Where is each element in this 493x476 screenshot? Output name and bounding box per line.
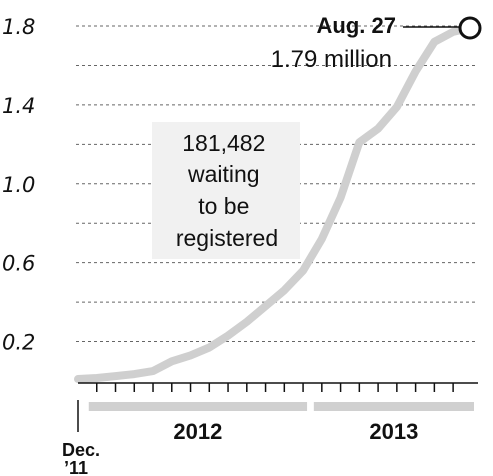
waiting-note-line-1: 181,482 [182,130,265,156]
waiting-note: 181,482 waiting to be registered [176,130,278,251]
start-label-month: Dec. [62,440,100,460]
y-axis-ticks: 1.8 1.4 1.0 0.6 0.2 [2,15,35,355]
y-tick-label: 0.6 [2,252,35,276]
start-label: Dec. ’11 [62,440,105,476]
start-label-year: ’11 [64,458,88,476]
end-date-annotation: Aug. 27 [317,13,396,38]
y-tick-label: 1.8 [2,15,35,39]
y-tick-label: 1.4 [2,94,35,118]
year-bar [88,402,308,411]
year-bands: 2012 2013 [88,402,474,444]
waiting-note-line-2: waiting [187,161,260,187]
waiting-note-line-3: to be [198,193,249,219]
year-bar [313,402,474,411]
end-marker [458,16,482,40]
x-axis-ticks [96,383,454,392]
year-label: 2012 [173,419,222,444]
end-value-annotation: 1.79 million [271,46,392,73]
series-line [74,24,474,383]
y-tick-label: 0.2 [2,331,35,355]
y-tick-label: 1.0 [2,173,35,197]
year-label: 2013 [369,419,418,444]
end-point-marker [458,16,482,40]
waiting-note-box [152,122,300,259]
series [74,24,474,383]
waiting-note-line-4: registered [176,225,278,251]
